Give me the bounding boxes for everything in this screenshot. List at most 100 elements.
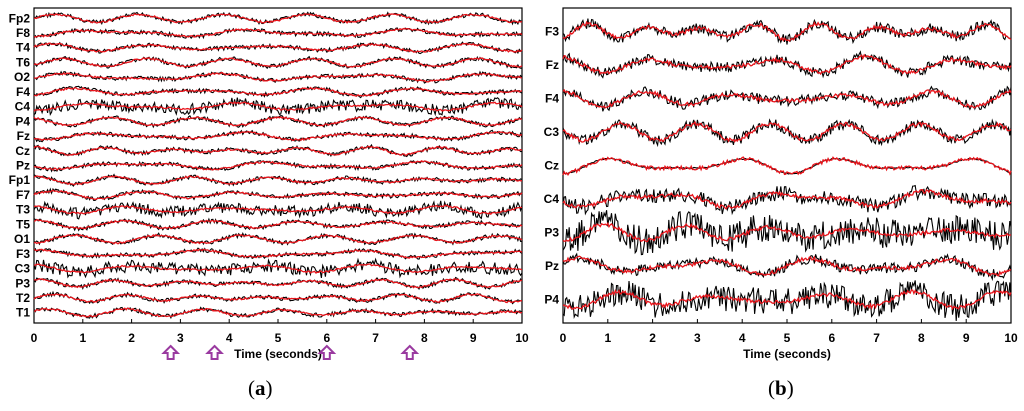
chart-b-plot-area <box>562 7 1012 324</box>
x-tick-label: 5 <box>784 331 791 345</box>
channel-label-T1: T1 <box>16 306 30 320</box>
x-tick-label: 4 <box>226 331 233 345</box>
filtered-trace-C4 <box>33 101 523 112</box>
channel-label-C3: C3 <box>544 125 560 139</box>
up-arrow-icon <box>317 344 337 360</box>
raw-trace-Fp1 <box>33 173 523 187</box>
x-tick-label: 8 <box>918 331 925 345</box>
filtered-trace-P3 <box>33 277 523 289</box>
x-tick-label: 10 <box>515 331 529 345</box>
channel-label-Fp2: Fp2 <box>9 11 31 25</box>
filtered-trace-Fz <box>33 130 523 142</box>
channel-label-F3: F3 <box>545 24 559 38</box>
channel-label-P4: P4 <box>15 114 30 128</box>
raw-trace-P3 <box>562 210 1012 256</box>
filtered-trace-C3 <box>33 263 523 274</box>
channel-label-Cz: Cz <box>544 159 559 173</box>
raw-trace-C4 <box>33 97 523 117</box>
filtered-trace-P4 <box>562 289 1012 311</box>
channel-label-F7: F7 <box>16 188 30 202</box>
channel-label-O2: O2 <box>14 70 30 84</box>
channel-label-F3: F3 <box>16 247 30 261</box>
x-tick-label: 7 <box>873 331 880 345</box>
x-tick-label: 0 <box>31 331 38 345</box>
channel-label-T4: T4 <box>16 41 30 55</box>
filtered-trace-Fz <box>562 53 1012 76</box>
x-tick-label: 1 <box>79 331 86 345</box>
filtered-trace-F3 <box>562 20 1012 43</box>
filtered-trace-O1 <box>33 233 523 245</box>
filtered-trace-F4 <box>562 88 1012 109</box>
channel-label-Fz: Fz <box>546 58 559 72</box>
channel-label-C4: C4 <box>15 100 31 114</box>
channel-label-Fp1: Fp1 <box>9 173 31 187</box>
chart-a-traces <box>33 11 523 320</box>
channel-label-Pz: Pz <box>16 159 30 173</box>
channel-label-P3: P3 <box>15 276 30 290</box>
filtered-trace-C4 <box>562 189 1012 210</box>
channel-label-C3: C3 <box>15 262 31 276</box>
up-arrow-icon <box>205 344 224 360</box>
chart-a-x-ticks: 0 1 2 3 4 5 6 7 8 9 10 <box>31 319 529 345</box>
filtered-trace-Pz <box>33 159 523 171</box>
raw-trace-T3 <box>33 200 523 220</box>
chart-b-traces <box>562 18 1012 321</box>
up-arrow-icon <box>400 344 420 360</box>
channel-label-Cz: Cz <box>15 144 30 158</box>
x-tick-label: 10 <box>1004 331 1018 345</box>
raw-trace-F3 <box>562 18 1012 45</box>
raw-trace-F4 <box>562 85 1012 112</box>
filtered-trace-Fp2 <box>33 13 523 24</box>
x-tick-label: 9 <box>470 331 477 345</box>
filtered-trace-P3 <box>562 221 1012 243</box>
chart-b-channel-labels: F3 Fz F4 C3 Cz C4 P3 Pz P4 <box>544 24 560 306</box>
x-tick-label: 9 <box>963 331 970 345</box>
x-tick-label: 0 <box>560 331 567 345</box>
channel-label-P3: P3 <box>544 226 559 240</box>
panel-b-label: (b) <box>768 376 794 400</box>
filtered-trace-T6 <box>33 57 523 68</box>
x-tick-label: 3 <box>694 331 701 345</box>
filtered-trace-O2 <box>33 71 523 83</box>
channel-label-T3: T3 <box>16 203 30 217</box>
panel-a-label: (a) <box>248 376 273 400</box>
x-tick-label: 3 <box>177 331 184 345</box>
channel-label-T2: T2 <box>16 291 30 305</box>
filtered-trace-Cz <box>562 156 1012 176</box>
chart-b-x-label: Time (seconds) <box>743 347 831 361</box>
raw-trace-Pz <box>562 252 1012 282</box>
channel-label-F8: F8 <box>16 26 30 40</box>
up-arrow-icon <box>161 344 181 360</box>
filtered-trace-T3 <box>33 204 523 216</box>
channel-label-F4: F4 <box>16 85 30 99</box>
channel-label-C4: C4 <box>544 192 560 206</box>
chart-b-x-ticks: 0 1 2 3 4 5 6 7 8 9 10 <box>560 319 1018 345</box>
filtered-trace-T1 <box>34 307 523 318</box>
chart-a-channel-labels: Fp2F8T4T6O2F4C4P4FzCzPzFp1F7T3T5O1F3C3P3… <box>9 11 31 319</box>
filtered-trace-Fp1 <box>33 175 523 186</box>
channel-label-Fz: Fz <box>17 129 30 143</box>
x-tick-label: 8 <box>421 331 428 345</box>
channel-label-F4: F4 <box>545 91 559 105</box>
filtered-trace-F3 <box>33 248 523 259</box>
chart-a-plot-area <box>33 7 523 324</box>
x-tick-label: 2 <box>649 331 656 345</box>
chart-a-x-label: Time (seconds) <box>234 347 322 361</box>
filtered-trace-F4 <box>33 86 523 97</box>
panel-b-letter: b <box>775 376 787 400</box>
x-tick-label: 6 <box>323 331 330 345</box>
filtered-trace-P4 <box>33 115 523 127</box>
x-tick-label: 6 <box>828 331 835 345</box>
chart-a-markers <box>161 344 420 360</box>
raw-trace-P4 <box>562 280 1012 321</box>
channel-label-O1: O1 <box>14 232 30 246</box>
filtered-trace-T5 <box>33 219 523 230</box>
filtered-trace-F8 <box>34 27 523 38</box>
filtered-trace-F7 <box>33 189 523 201</box>
x-tick-label: 2 <box>128 331 135 345</box>
channel-label-Pz: Pz <box>545 259 559 273</box>
filtered-trace-T2 <box>33 293 523 304</box>
filtered-trace-Pz <box>562 255 1012 277</box>
x-tick-label: 7 <box>372 331 379 345</box>
